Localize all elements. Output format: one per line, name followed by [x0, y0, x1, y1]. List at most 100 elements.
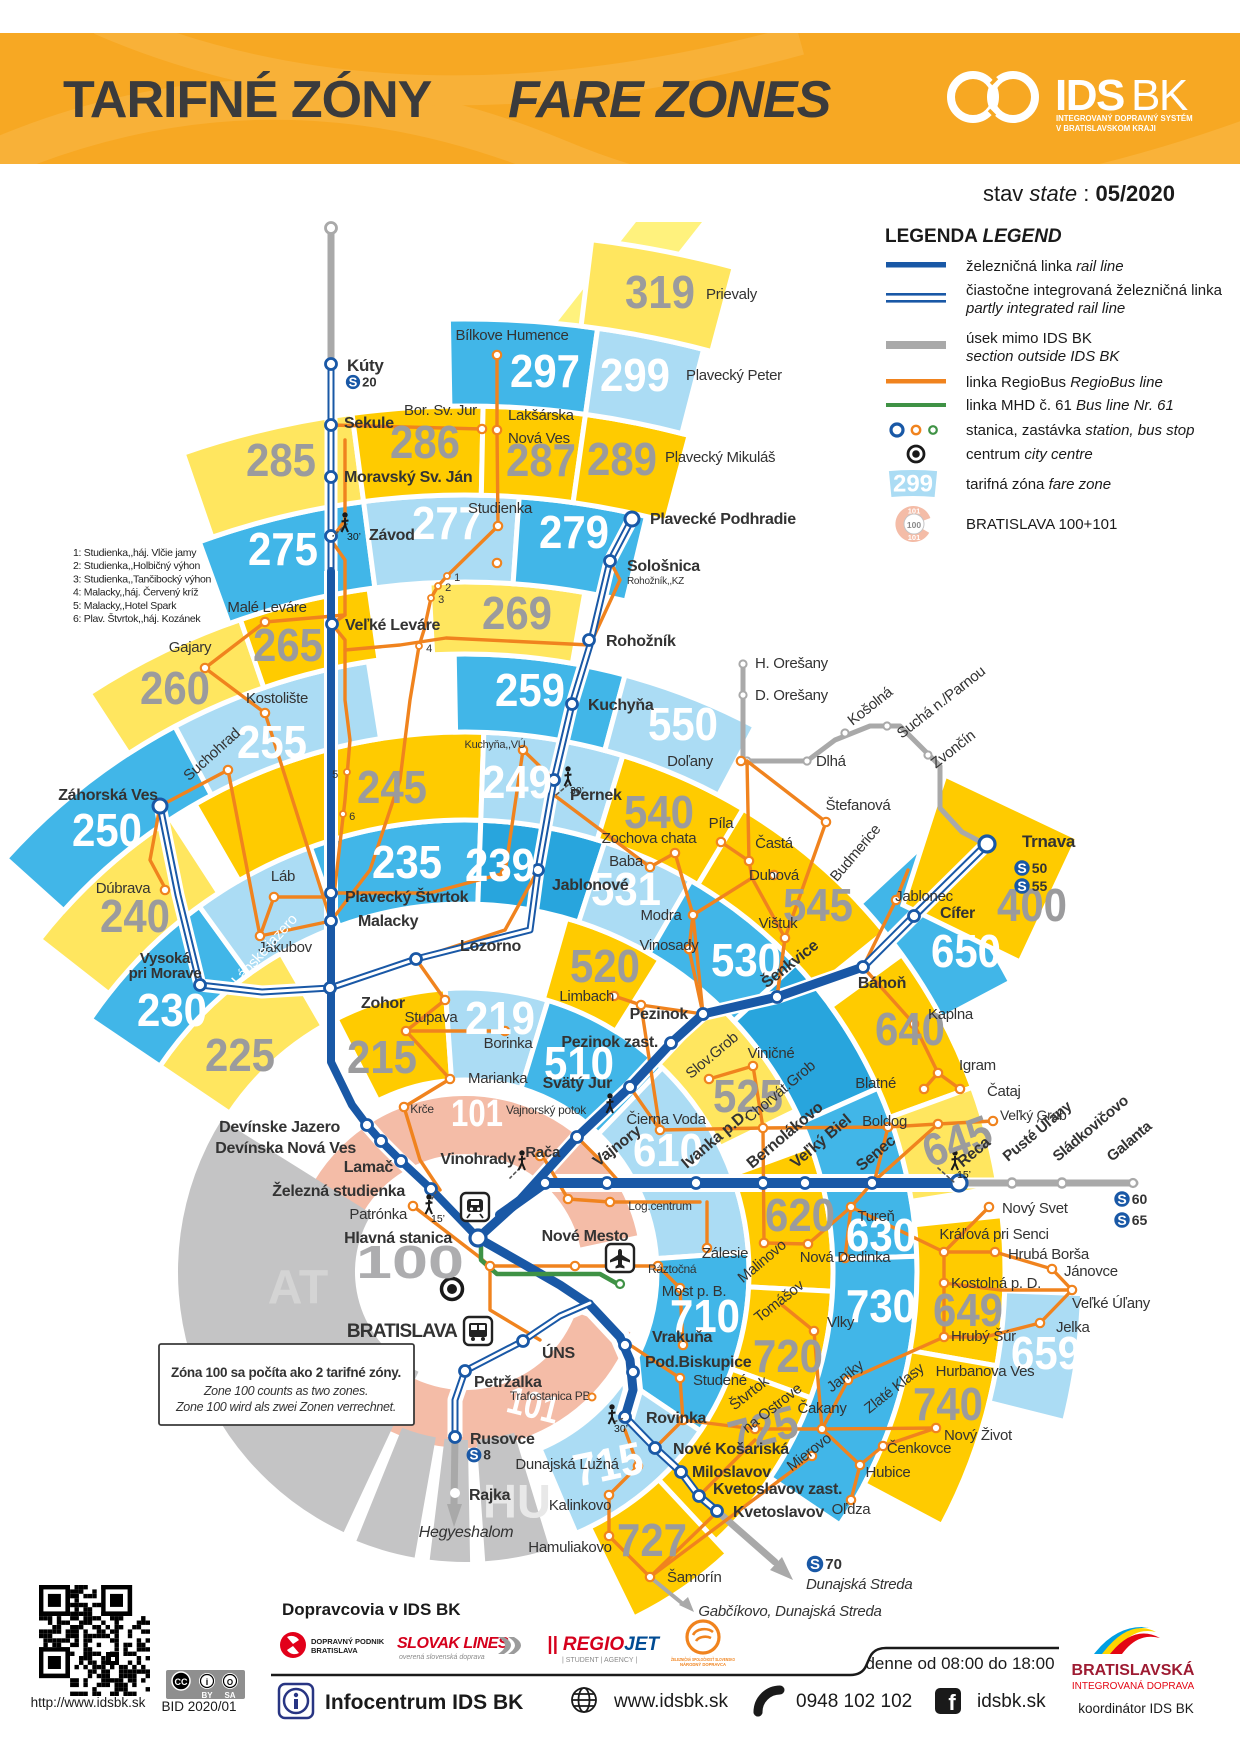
svg-text:Studienka: Studienka	[468, 500, 533, 517]
svg-text:Nové Mesto: Nové Mesto	[542, 1228, 629, 1245]
svg-text:55: 55	[1032, 878, 1048, 894]
svg-text:pri Morave: pri Morave	[129, 965, 202, 982]
svg-text:249: 249	[482, 756, 552, 808]
svg-text:240: 240	[100, 890, 170, 942]
svg-text:Kostolná p. D.: Kostolná p. D.	[951, 1275, 1041, 1292]
svg-text:stav state : 05/2020: stav state : 05/2020	[983, 181, 1175, 206]
svg-text:Hegyeshalom: Hegyeshalom	[419, 1524, 514, 1541]
svg-text:Plavecký Peter: Plavecký Peter	[686, 367, 782, 384]
svg-text:Nová Dedinka: Nová Dedinka	[800, 1249, 892, 1266]
svg-text:Čenkovce: Čenkovce	[887, 1440, 951, 1457]
svg-text:297: 297	[510, 345, 580, 397]
svg-text:CC: CC	[175, 1677, 188, 1687]
svg-text:O: O	[227, 1678, 233, 1687]
svg-text:Čakany: Čakany	[797, 1400, 847, 1417]
svg-text:Dúbrava: Dúbrava	[96, 880, 152, 897]
svg-text:Zálesie: Zálesie	[702, 1245, 748, 1262]
svg-text:Jánovce: Jánovce	[1064, 1263, 1118, 1280]
svg-text:215: 215	[347, 1031, 417, 1083]
svg-text:101: 101	[451, 1093, 503, 1135]
svg-text:Budmerice: Budmerice	[827, 821, 884, 885]
svg-text:Záhorská Ves: Záhorská Ves	[58, 787, 158, 804]
svg-text:Tureň: Tureň	[857, 1208, 894, 1225]
svg-text:úsek mimo IDS BK: úsek mimo IDS BK	[966, 330, 1092, 347]
svg-text:100: 100	[356, 1236, 464, 1288]
svg-text:Rusovce: Rusovce	[470, 1431, 535, 1448]
svg-text:259: 259	[495, 664, 565, 716]
svg-text:BRATISLAVSKÁ: BRATISLAVSKÁ	[1072, 1660, 1195, 1679]
svg-text:319: 319	[625, 266, 695, 318]
svg-text:INTEGROVANÝ DOPRAVNÝ SYSTÉM: INTEGROVANÝ DOPRAVNÝ SYSTÉM	[1056, 114, 1193, 123]
svg-text:Vinohrady: Vinohrady	[440, 1151, 516, 1168]
svg-text:727: 727	[617, 1514, 687, 1566]
svg-text:Kuchyňa: Kuchyňa	[588, 697, 654, 714]
svg-text:idsbk.sk: idsbk.sk	[977, 1691, 1046, 1712]
svg-text:101: 101	[908, 507, 921, 516]
svg-text:101: 101	[908, 533, 921, 542]
svg-text:Bílkove Humence: Bílkove Humence	[455, 327, 568, 344]
svg-text:S: S	[1017, 878, 1026, 894]
svg-text:2: 2	[445, 582, 451, 594]
svg-text:Rohožník: Rohožník	[606, 633, 676, 650]
svg-text:730: 730	[846, 1280, 916, 1332]
svg-text:Jelka: Jelka	[1056, 1319, 1090, 1336]
svg-text:Blatné: Blatné	[855, 1075, 896, 1092]
svg-text:V BRATISLAVSKOM KRAJI: V BRATISLAVSKOM KRAJI	[1056, 124, 1156, 133]
svg-text:225: 225	[205, 1029, 275, 1081]
svg-text:Limbach: Limbach	[559, 988, 614, 1005]
svg-text:277: 277	[412, 497, 482, 549]
svg-text:Dubová: Dubová	[749, 867, 800, 884]
svg-text:S: S	[1117, 1191, 1126, 1207]
svg-text:Log.centrum: Log.centrum	[628, 1199, 692, 1213]
svg-text:Zóna 100 sa počíta ako 2 tarif: Zóna 100 sa počíta ako 2 tarifné zóny.	[171, 1365, 401, 1380]
svg-text:Sekule: Sekule	[344, 415, 394, 432]
svg-text:koordinátor IDS BK: koordinátor IDS BK	[1078, 1701, 1194, 1716]
svg-text:Jablonec: Jablonec	[895, 888, 953, 905]
svg-text:Pod.Biskupice: Pod.Biskupice	[645, 1354, 752, 1371]
svg-text:Plavecký Štvrtok: Plavecký Štvrtok	[345, 887, 469, 906]
svg-text:BRATISLAVA 100+101: BRATISLAVA 100+101	[966, 516, 1117, 533]
svg-text:640: 640	[875, 1003, 945, 1055]
svg-text:Dunajská Streda: Dunajská Streda	[806, 1576, 912, 1593]
svg-text:Boldog: Boldog	[862, 1113, 907, 1130]
svg-text:650: 650	[931, 925, 1001, 977]
svg-text:Nová Ves: Nová Ves	[508, 430, 570, 447]
svg-text:Doľany: Doľany	[667, 753, 714, 770]
svg-text:Nový Svet: Nový Svet	[1002, 1200, 1069, 1217]
svg-text:BID 2020/01: BID 2020/01	[161, 1699, 236, 1714]
svg-text:30’: 30’	[614, 1423, 628, 1435]
svg-text:400: 400	[997, 879, 1067, 931]
svg-text:Láb: Láb	[271, 868, 295, 885]
svg-text:Veľké Leváre: Veľké Leváre	[345, 617, 440, 634]
svg-text:525: 525	[713, 1070, 783, 1122]
svg-text:299: 299	[893, 471, 933, 498]
svg-text:Miloslavov: Miloslavov	[692, 1464, 771, 1481]
svg-text:Dunajská Lužná: Dunajská Lužná	[515, 1456, 619, 1473]
svg-text:BK: BK	[1131, 71, 1188, 120]
svg-text:Kvetoslavov: Kvetoslavov	[733, 1504, 824, 1521]
svg-text:S: S	[1017, 860, 1026, 876]
svg-text:Hrubý Šúr: Hrubý Šúr	[951, 1328, 1016, 1345]
svg-text:NÁRODNÝ DOPRAVCA: NÁRODNÝ DOPRAVCA	[680, 1662, 726, 1667]
svg-text:Rača: Rača	[525, 1144, 561, 1161]
svg-text:H. Orešany: H. Orešany	[755, 655, 829, 672]
svg-text:255: 255	[237, 716, 307, 768]
svg-text:245: 245	[357, 761, 427, 813]
svg-text:Veľké Úľany: Veľké Úľany	[1072, 1295, 1151, 1312]
svg-text:1: 1	[454, 572, 460, 584]
svg-text:250: 250	[72, 804, 142, 856]
svg-text:centrum city centre: centrum city centre	[966, 446, 1093, 463]
svg-text:720: 720	[753, 1330, 823, 1382]
svg-text:6: 6	[349, 811, 355, 823]
svg-text:Dlhá: Dlhá	[816, 753, 847, 770]
svg-text:Veľký Grob: Veľký Grob	[1000, 1107, 1067, 1123]
svg-text:BRATISLAVA: BRATISLAVA	[311, 1646, 358, 1655]
svg-text:Oľdza: Oľdza	[832, 1501, 872, 1518]
svg-text:Vinosady: Vinosady	[639, 937, 699, 954]
svg-text:Ráztočná: Ráztočná	[648, 1262, 697, 1276]
svg-text:Nový Život: Nový Život	[944, 1427, 1013, 1444]
svg-text:Patrónka: Patrónka	[349, 1206, 408, 1223]
svg-text:LEGENDA LEGEND: LEGENDA LEGEND	[885, 226, 1062, 247]
svg-text:Zone 100 counts as two zones.: Zone 100 counts as two zones.	[203, 1384, 368, 1398]
svg-text:Dopravcovia v IDS BK: Dopravcovia v IDS BK	[282, 1600, 461, 1619]
